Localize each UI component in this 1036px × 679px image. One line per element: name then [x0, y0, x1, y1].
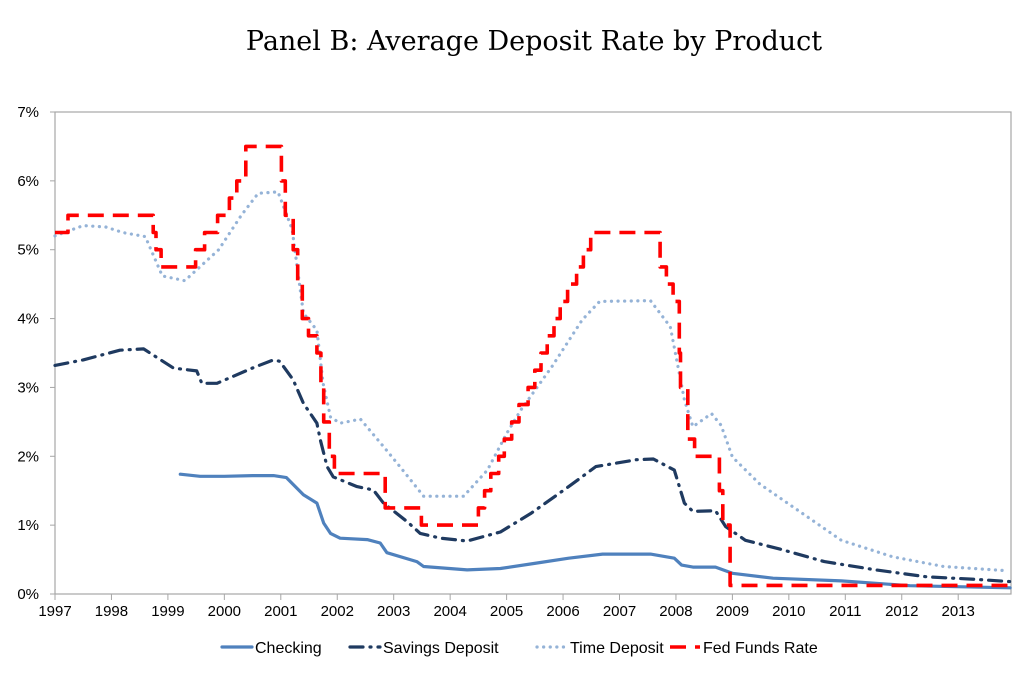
y-tick-label: 6%: [17, 173, 39, 190]
x-tick-label: 2007: [603, 603, 636, 620]
x-tick-label: 2000: [208, 603, 241, 620]
y-tick-label: 7%: [17, 104, 39, 121]
series-line-checking: [178, 472, 1012, 590]
y-tick-label: 1%: [17, 517, 39, 534]
x-tick-label: 2003: [377, 603, 410, 620]
chart-title: Panel B: Average Deposit Rate by Product: [246, 26, 822, 57]
x-tick-label: 1998: [95, 603, 128, 620]
y-tick-label: 3%: [17, 379, 39, 396]
y-axis: 0% 1% 2% 3% 4% 5% 6% 7%: [17, 104, 55, 603]
series-group: [53, 144, 1012, 590]
series-line-time-deposit: [53, 190, 1007, 573]
plot-area: [54, 111, 1012, 595]
y-tick-label: 2%: [17, 448, 39, 465]
x-tick-label: 2002: [321, 603, 354, 620]
legend-label: Savings Deposit: [383, 640, 499, 657]
y-tick-label: 4%: [17, 311, 39, 328]
x-tick-label: 2009: [716, 603, 749, 620]
x-tick-label: 2010: [772, 603, 805, 620]
x-tick-label: 2006: [546, 603, 579, 620]
x-tick-label: 2005: [490, 603, 523, 620]
x-tick-label: 2008: [659, 603, 692, 620]
legend-label: Checking: [255, 640, 322, 657]
x-axis: 1997 1998 1999 2000 2001 2002 2003 2004 2005 2006…: [38, 594, 975, 620]
x-tick-label: 1999: [151, 603, 184, 620]
legend-label: Time Deposit: [570, 640, 664, 657]
x-tick-label: 2001: [264, 603, 297, 620]
series-line-fed-funds-rate: [55, 144, 1011, 588]
y-tick-label: 5%: [17, 242, 39, 259]
x-tick-label: 2004: [433, 603, 466, 620]
x-tick-label: 2011: [829, 603, 861, 620]
x-tick-label: 2013: [942, 603, 975, 620]
legend-label: Fed Funds Rate: [703, 640, 818, 657]
y-tick-label: 0%: [17, 586, 39, 603]
x-tick-label: 1997: [38, 603, 71, 620]
x-tick-label: 2012: [885, 603, 918, 620]
series-line-savings-deposit: [53, 347, 1012, 584]
legend: Checking Savings Deposit Time Deposit Fed F…: [220, 640, 818, 657]
